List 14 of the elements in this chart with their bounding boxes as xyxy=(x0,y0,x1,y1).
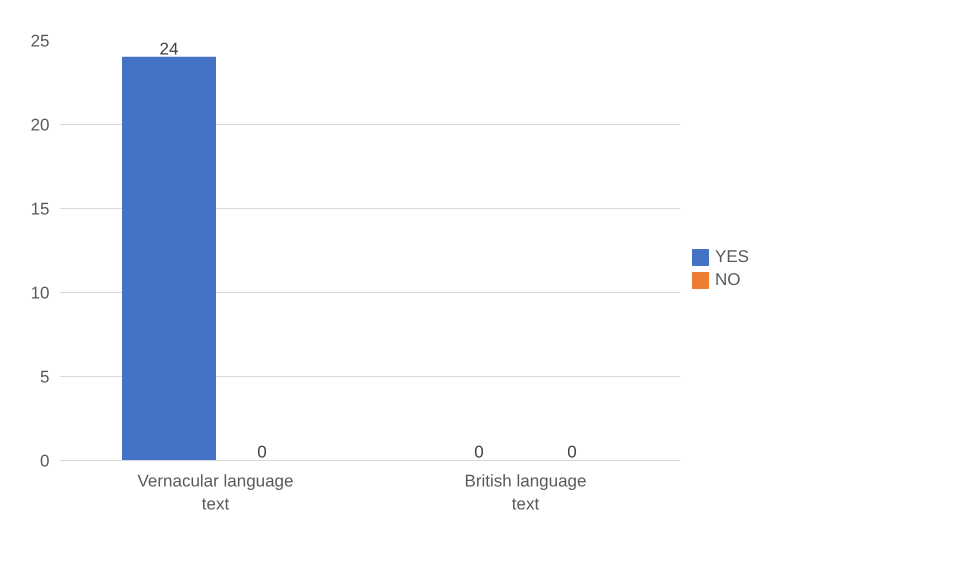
x-tick-label: Vernacular language text xyxy=(138,472,294,514)
data-label: 0 xyxy=(474,442,484,462)
y-tick-label: 25 xyxy=(30,32,50,50)
x-tick-label: British language text xyxy=(464,472,586,514)
legend-label: NO xyxy=(715,270,740,290)
y-tick-label: 20 xyxy=(30,116,50,134)
data-label: 0 xyxy=(567,442,577,462)
y-tick-label: 10 xyxy=(30,284,50,302)
y-tick-label: 15 xyxy=(30,200,50,218)
data-label: 24 xyxy=(160,39,178,58)
y-tick-label: 5 xyxy=(40,368,50,386)
y-tick-label: 0 xyxy=(40,452,50,470)
legend-label: YES xyxy=(715,247,750,267)
data-label: 0 xyxy=(257,442,267,462)
